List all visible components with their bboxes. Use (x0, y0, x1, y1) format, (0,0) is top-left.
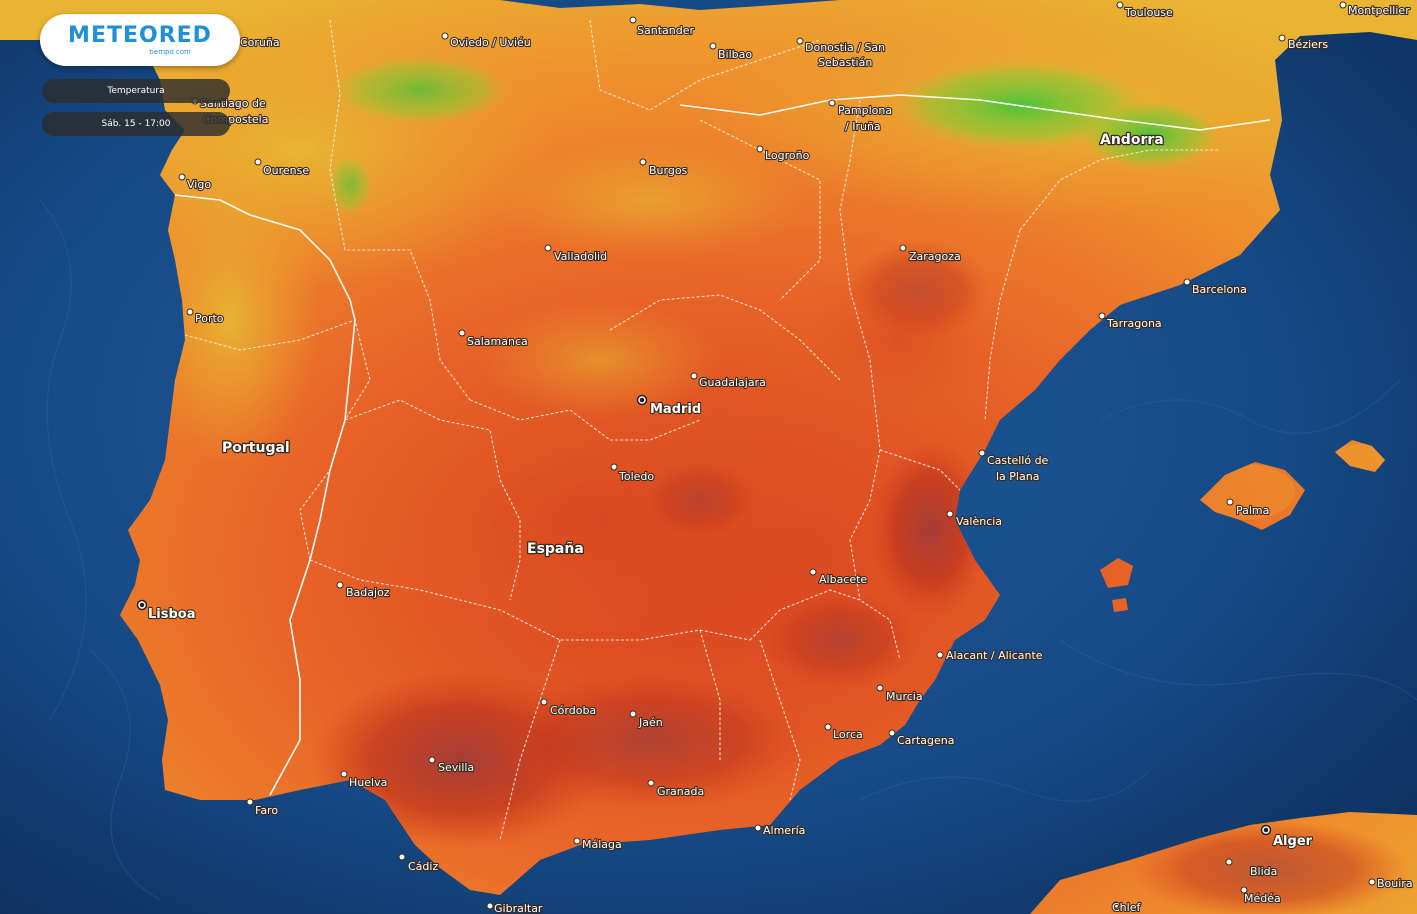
city-label-barcelona: Barcelona (1192, 283, 1247, 296)
city-label-montpellier: Montpellier (1348, 4, 1410, 17)
city-label-ourense: Ourense (263, 164, 309, 177)
city-label-blida: Blida (1250, 865, 1277, 878)
city-label-medea: Médéa (1244, 892, 1281, 905)
city-label-albacete: Albacete (819, 573, 867, 586)
city-label-bouira: Bouira (1377, 877, 1413, 890)
city-label-donostia-line2: Sebastián (818, 56, 872, 69)
capital-markers (136, 394, 1272, 836)
city-label-faro: Faro (255, 804, 278, 817)
city-label-cordoba: Córdoba (550, 704, 596, 717)
city-label-chlef: Chlef (1112, 901, 1141, 914)
time-selector[interactable]: Sáb. 15 - 17:00 (42, 112, 230, 136)
logo-wordmark: METEORED (68, 22, 212, 48)
city-label-toledo: Toledo (618, 470, 654, 483)
meteored-logo[interactable]: METEORED tiempo.com (40, 14, 240, 66)
time-label: Sáb. 15 - 17:00 (101, 119, 171, 129)
city-label-cartagena: Cartagena (897, 734, 954, 747)
city-label-logrono: Logroño (765, 149, 810, 162)
city-label-zaragoza: Zaragoza (909, 250, 961, 263)
country-label-portugal: Portugal (222, 440, 290, 456)
city-label-murcia: Murcia (886, 690, 923, 703)
country-labels: Portugal España Andorra (221, 131, 1165, 559)
city-label-jaen: Jaén (638, 716, 663, 729)
city-label-toulouse: Toulouse (1124, 6, 1173, 19)
city-label-guadalajara: Guadalajara (699, 376, 766, 389)
city-label-valencia: València (956, 515, 1002, 528)
city-label-badajoz: Badajoz (346, 586, 390, 599)
city-label-malaga: Málaga (582, 838, 622, 851)
city-label-valladolid: Valladolid (554, 250, 607, 263)
city-label-vigo: Vigo (187, 178, 211, 191)
city-label-cadiz: Cádiz (408, 860, 438, 873)
city-label-lisboa: Lisboa (148, 607, 196, 622)
country-borders (174, 94, 1271, 796)
city-label-burgos: Burgos (649, 164, 688, 177)
city-label-coruna: Coruña (240, 36, 280, 49)
city-label-donostia: Donostia / San (805, 41, 885, 54)
city-label-almeria: Almería (763, 824, 805, 837)
city-label-huelva: Huelva (349, 776, 387, 789)
city-label-salamanca: Salamanca (467, 335, 528, 348)
city-label-alicante: Alacant / Alicante (946, 649, 1043, 662)
city-label-pamplona: Pamplona (838, 104, 892, 117)
parameter-label: Temperatura (107, 86, 165, 96)
city-label-palma: Palma (1236, 504, 1269, 517)
city-label-granada: Granada (657, 785, 704, 798)
city-label-castello-line2: la Plana (996, 470, 1039, 483)
city-label-sevilla: Sevilla (438, 761, 474, 774)
city-label-beziers: Béziers (1288, 38, 1328, 51)
city-label-lorca: Lorca (833, 728, 863, 741)
city-label-madrid: Madrid (650, 402, 701, 417)
city-label-tarragona: Tarragona (1106, 317, 1162, 330)
city-label-alger: Alger (1273, 834, 1313, 849)
logo-subtitle: tiempo.com (149, 47, 191, 56)
city-label-castello: Castelló de (987, 454, 1049, 467)
city-label-pamplona-line2: / Iruña (845, 120, 881, 133)
city-label-oviedo: Oviedo / Uviéu (450, 36, 531, 49)
city-label-bilbao: Bilbao (718, 48, 752, 61)
city-label-gibraltar: Gibraltar (494, 902, 543, 914)
country-label-espana: España (527, 541, 584, 557)
parameter-selector[interactable]: Temperatura (42, 79, 230, 103)
city-label-santander: Santander (637, 24, 694, 37)
city-label-porto: Porto (195, 312, 224, 325)
country-label-andorra: Andorra (1100, 132, 1164, 148)
sea-relief (39, 199, 1417, 901)
city-markers (178, 1, 1376, 910)
